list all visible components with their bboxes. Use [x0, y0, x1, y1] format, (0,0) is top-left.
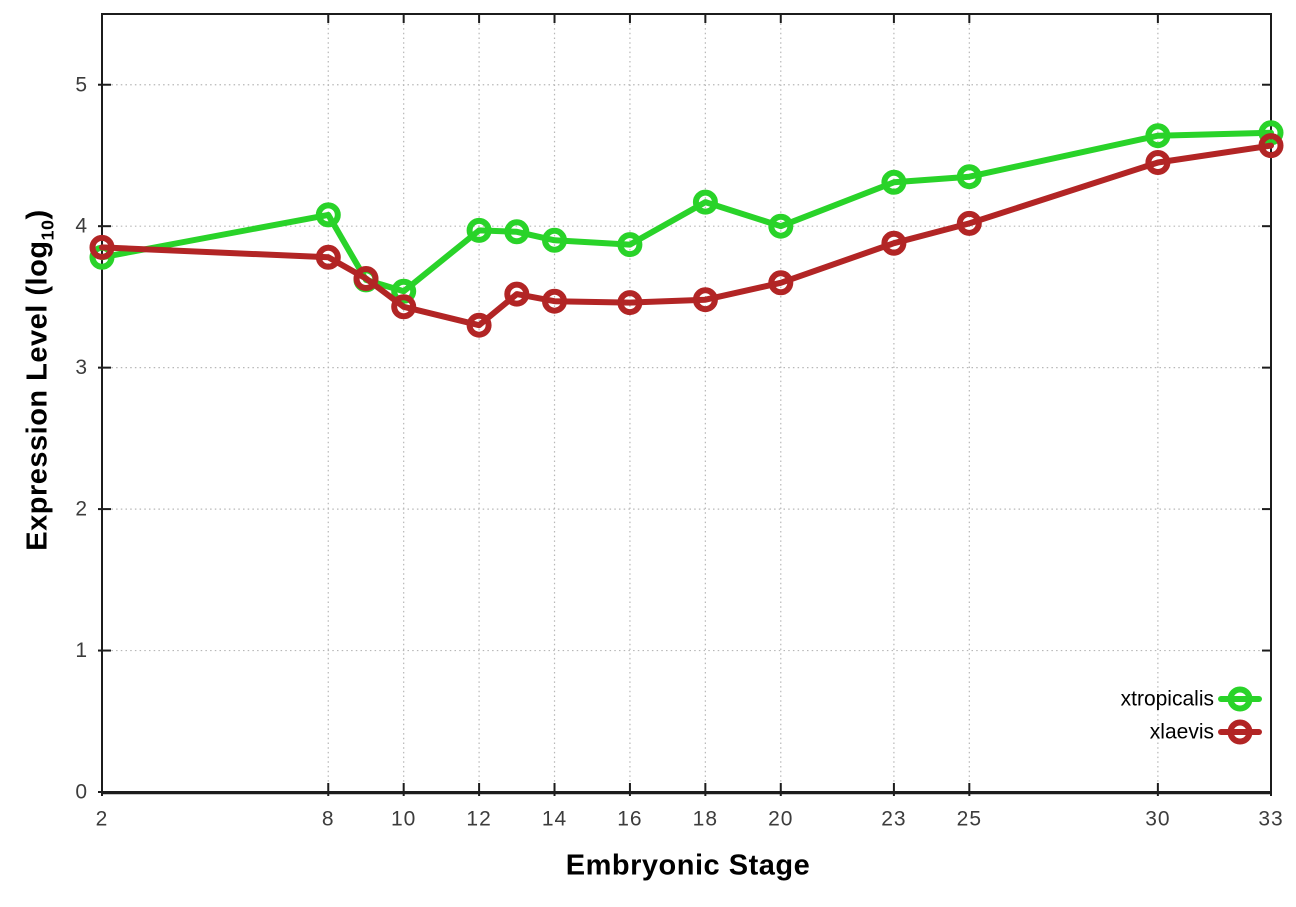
y-tick-label: 1	[75, 639, 88, 662]
data-point-xlaevis-12	[466, 312, 492, 338]
data-point-xtropicalis-13	[504, 219, 530, 245]
data-point-xlaevis-20	[768, 270, 794, 296]
y-tick-label: 4	[75, 215, 88, 238]
series-line-xtropicalis	[99, 129, 1274, 295]
data-point-xlaevis-9	[353, 266, 379, 291]
data-point-xlaevis-10	[391, 294, 417, 320]
data-point-xlaevis-30	[1145, 150, 1171, 175]
x-tick-label: 25	[957, 808, 982, 831]
data-point-xtropicalis-33	[1258, 120, 1284, 146]
data-point-xtropicalis-25	[956, 164, 982, 190]
data-point-xlaevis-16	[617, 290, 643, 316]
x-tick-label: 30	[1145, 808, 1170, 831]
legend-label-xlaevis: xlaevis	[1150, 721, 1214, 744]
y-axis-title-subscript: 10	[37, 219, 58, 241]
y-tick-label: 3	[75, 356, 88, 379]
data-point-xtropicalis-16	[617, 232, 643, 258]
data-point-xlaevis-18	[692, 287, 718, 313]
y-axis-title: Expression Level (log10)	[22, 209, 59, 550]
x-tick-label: 20	[768, 808, 793, 831]
x-tick-label: 16	[617, 808, 642, 831]
legend-label-xtropicalis: xtropicalis	[1121, 688, 1214, 711]
x-tick-label: 23	[881, 808, 906, 831]
x-tick-label: 8	[322, 808, 335, 831]
x-tick-label: 18	[693, 808, 718, 831]
data-point-xtropicalis-12	[466, 217, 492, 243]
x-tick-label: 14	[542, 808, 567, 831]
data-point-xlaevis-14	[542, 288, 567, 314]
data-point-xlaevis-33	[1258, 133, 1284, 159]
y-tick-label: 2	[75, 498, 88, 521]
x-tick-label: 10	[391, 808, 416, 831]
data-point-xlaevis-8	[315, 244, 341, 270]
y-tick-label: 0	[75, 781, 88, 804]
x-tick-label: 12	[466, 808, 491, 831]
legend-marker-xlaevis	[1227, 719, 1253, 745]
data-point-xlaevis-2	[89, 234, 115, 260]
plot-border	[101, 13, 1272, 793]
data-point-xtropicalis-30	[1145, 123, 1171, 149]
data-point-xtropicalis-23	[881, 169, 907, 195]
y-tick-label: 5	[75, 73, 88, 96]
series-line-xlaevis	[99, 142, 1274, 329]
data-point-xlaevis-25	[956, 210, 982, 236]
data-point-xtropicalis-10	[391, 278, 417, 304]
data-point-xlaevis-23	[881, 230, 907, 256]
data-point-xtropicalis-20	[768, 213, 794, 239]
x-tick-label: 33	[1258, 808, 1283, 831]
data-point-xtropicalis-8	[315, 202, 341, 228]
legend-marker-xtropicalis	[1227, 686, 1253, 712]
y-axis-title-close: )	[21, 209, 54, 220]
data-point-xtropicalis-18	[692, 189, 718, 215]
x-tick-label: 2	[96, 808, 109, 831]
data-point-xlaevis-13	[504, 281, 530, 307]
y-axis-title-text: Expression Level (log	[21, 240, 54, 551]
x-axis-title: Embryonic Stage	[565, 849, 811, 882]
data-point-xtropicalis-14	[542, 227, 567, 253]
